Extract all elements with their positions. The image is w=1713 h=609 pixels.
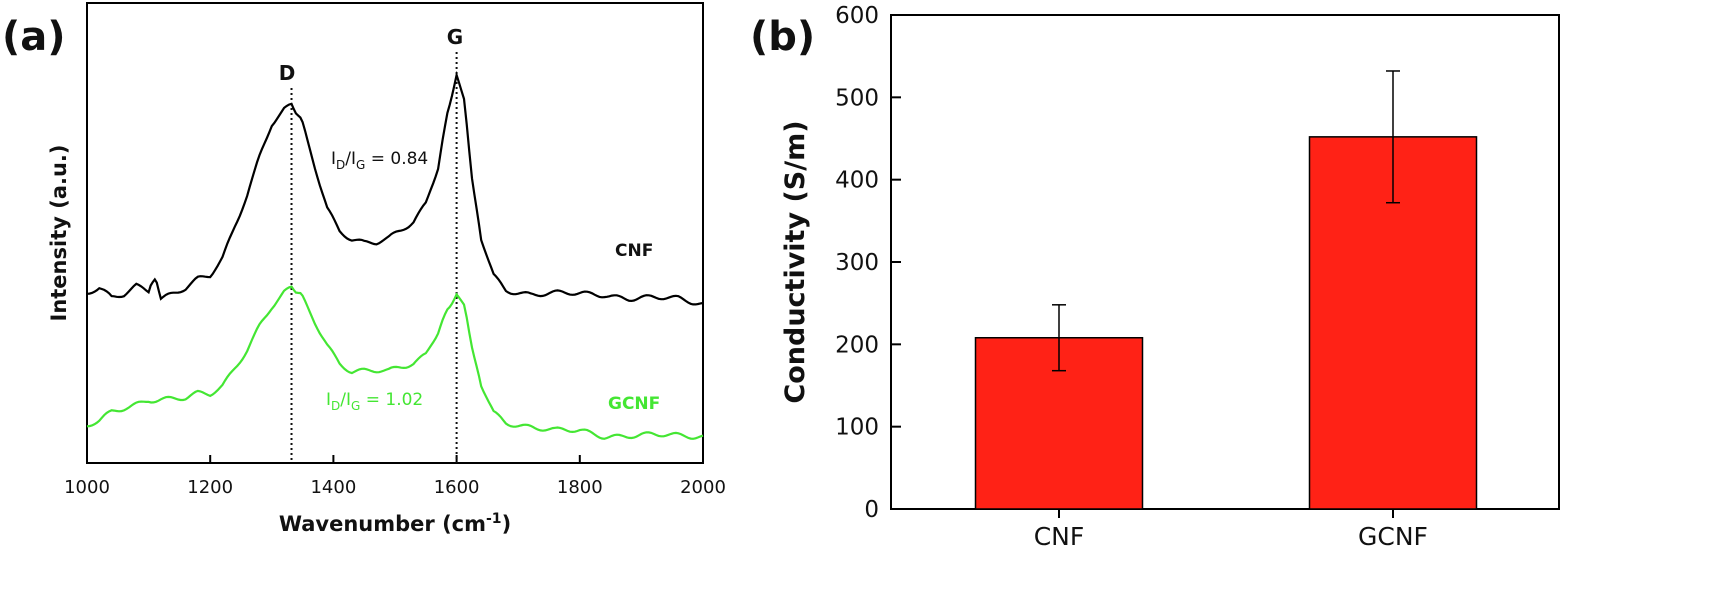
plot-frame-a bbox=[86, 2, 704, 464]
peak-lines bbox=[290, 52, 458, 463]
x-axis-label-a: Wavenumber (cm-1) bbox=[279, 511, 511, 536]
series-label-gcnf: GCNF bbox=[608, 394, 660, 414]
x-tick-label-a: 2000 bbox=[680, 477, 726, 498]
peak-label-g: G bbox=[447, 25, 463, 49]
panel-label-b: (b) bbox=[750, 14, 816, 60]
spectra-series bbox=[86, 70, 704, 440]
x-tick-label-a: 1800 bbox=[557, 477, 603, 498]
series-line-cnf bbox=[86, 70, 704, 306]
y-axis-label-a: Intensity (a.u.) bbox=[47, 144, 71, 321]
ratio-label-cnf: ID/IG = 0.84 bbox=[331, 149, 428, 172]
panel-label-a: (a) bbox=[2, 14, 66, 60]
peak-label-d: D bbox=[279, 61, 296, 85]
x-tick-label-a: 1000 bbox=[64, 477, 110, 498]
x-tick-label-a: 1400 bbox=[310, 477, 356, 498]
x-tick-label-a: 1200 bbox=[187, 477, 233, 498]
x-axis-ticks-a: 1000 1200 1400 1600 1800 2000 bbox=[64, 455, 726, 498]
x-tick-label-a: 1600 bbox=[434, 477, 480, 498]
ratio-label-gcnf: ID/IG = 1.02 bbox=[326, 390, 423, 413]
series-label-cnf: CNF bbox=[615, 241, 653, 261]
series-line-gcnf bbox=[86, 285, 704, 440]
